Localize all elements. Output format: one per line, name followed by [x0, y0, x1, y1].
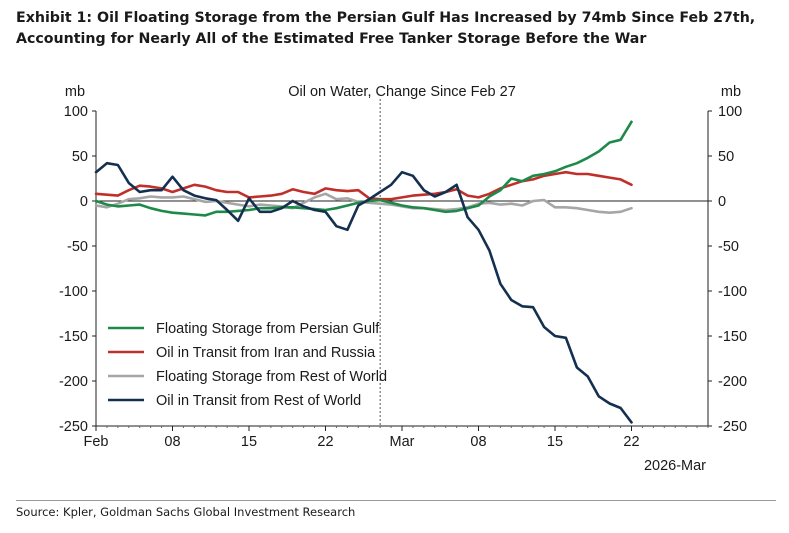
y-tick-label-left: -100: [59, 284, 88, 300]
chart-legend: Floating Storage from Persian Gulf Oil in…: [108, 321, 387, 409]
source-note: Source: Kpler, Goldman Sachs Global Inve…: [16, 500, 776, 519]
chart-title: Oil on Water, Change Since Feb 27: [288, 84, 516, 100]
x-tick-label: 08: [164, 434, 180, 450]
y-tick-label-left: -250: [59, 419, 88, 435]
exhibit-title-line-1: Exhibit 1: Oil Floating Storage from the…: [16, 10, 756, 26]
x-axis: Feb 08 15 22 Mar 08 15 22: [84, 99, 709, 450]
x-tick-label: 22: [623, 434, 639, 450]
y-axis-right: 100 50 0 -50 -100 -150 -200 -250: [707, 104, 747, 435]
y-tick-label-right: -100: [718, 284, 747, 300]
x-axis-year-note: 2026-Mar: [644, 458, 706, 474]
series-lines: [94, 120, 633, 424]
y-tick-label-right: 0: [718, 194, 726, 210]
legend-label: Floating Storage from Rest of World: [156, 369, 387, 385]
y-axis-right-unit: mb: [721, 84, 741, 100]
y-tick-label-left: 50: [72, 149, 88, 165]
y-tick-label-right: -250: [718, 419, 747, 435]
x-tick-label: 15: [241, 434, 257, 450]
x-tick-label: 22: [317, 434, 333, 450]
y-tick-label-right: 100: [718, 104, 742, 120]
series-line: [94, 170, 633, 201]
y-tick-label-right: -50: [718, 239, 739, 255]
x-tick-label: 15: [547, 434, 563, 450]
y-axis-left-unit: mb: [65, 84, 85, 100]
legend-label: Oil in Transit from Rest of World: [156, 393, 361, 409]
legend-label: Floating Storage from Persian Gulf: [156, 321, 380, 337]
exhibit-title-line-2: Accounting for Nearly All of the Estimat…: [16, 31, 647, 47]
y-tick-label-left: -150: [59, 329, 88, 345]
exhibit-title: Exhibit 1: Oil Floating Storage from the…: [16, 8, 776, 50]
y-tick-label-left: -50: [67, 239, 88, 255]
x-tick-label: 08: [470, 434, 486, 450]
series-line: [94, 161, 633, 424]
y-tick-label-right: -200: [718, 374, 747, 390]
x-tick-label: Feb: [84, 434, 109, 450]
y-tick-label-left: 100: [64, 104, 88, 120]
y-tick-label-left: 0: [80, 194, 88, 210]
y-tick-label-right: -150: [718, 329, 747, 345]
y-tick-label-right: 50: [718, 149, 734, 165]
x-tick-label: Mar: [390, 434, 415, 450]
y-tick-label-left: -200: [59, 374, 88, 390]
legend-label: Oil in Transit from Iran and Russia: [156, 345, 376, 361]
y-axis-left: 100 50 0 -50 -100 -150 -200 -250: [59, 104, 97, 435]
